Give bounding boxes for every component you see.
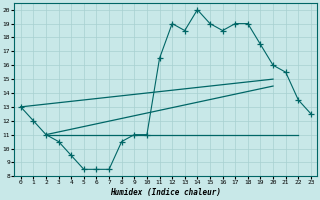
X-axis label: Humidex (Indice chaleur): Humidex (Indice chaleur) [110, 188, 221, 197]
